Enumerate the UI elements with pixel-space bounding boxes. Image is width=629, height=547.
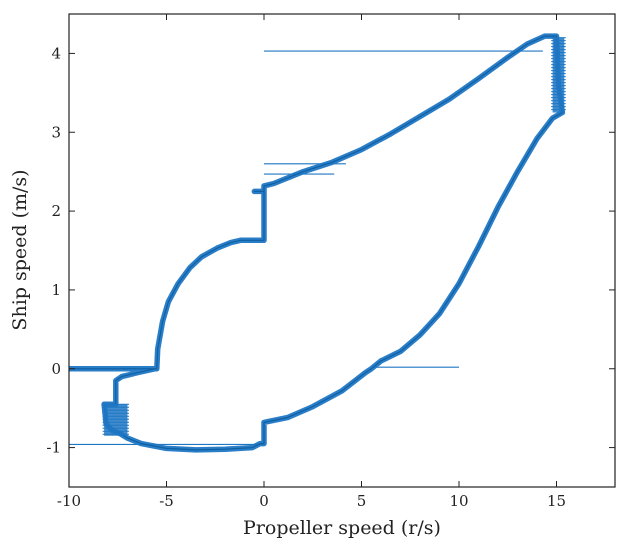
x-tick-label: 10 <box>449 492 468 510</box>
x-tick-group: -10 -5 0 5 10 15 <box>57 14 566 510</box>
y-tick-label: 0 <box>51 360 61 378</box>
series-line <box>69 35 563 451</box>
x-axis-label: Propeller speed (r/s) <box>243 517 441 539</box>
y-axis-label: Ship speed (m/s) <box>9 169 31 330</box>
y-tick-label: 4 <box>51 44 61 62</box>
y-tick-group: -1 0 1 2 3 4 <box>46 44 615 457</box>
y-tick-label: -1 <box>46 439 61 457</box>
x-tick-label: -10 <box>57 492 81 510</box>
x-tick-label: 0 <box>259 492 269 510</box>
x-tick-label: -5 <box>159 492 174 510</box>
x-tick-label: 15 <box>547 492 566 510</box>
noise-band <box>552 37 565 113</box>
y-tick-label: 1 <box>51 281 61 299</box>
plot-frame <box>68 13 616 488</box>
x-tick-label: 5 <box>357 492 367 510</box>
plot-content <box>69 33 566 453</box>
y-tick-label: 3 <box>51 123 61 141</box>
y-tick-label: 2 <box>51 202 61 220</box>
